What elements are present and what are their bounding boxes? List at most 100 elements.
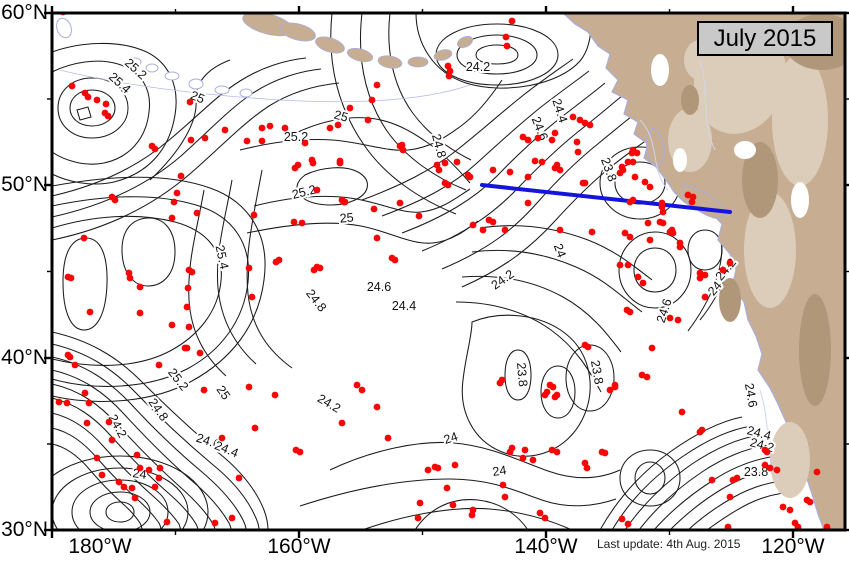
float-dot	[583, 464, 591, 472]
float-dot	[646, 236, 654, 244]
float-dot	[151, 483, 159, 491]
x-axis-label-160w: 160°W	[267, 535, 331, 558]
float-dot	[104, 112, 112, 120]
float-dot	[358, 386, 366, 394]
float-dot	[346, 104, 354, 112]
float-dot	[155, 474, 163, 482]
float-dot	[414, 514, 422, 522]
float-dot	[616, 261, 624, 269]
float-dot	[794, 523, 802, 530]
float-dot	[641, 178, 649, 186]
float-dot	[416, 499, 424, 507]
float-dot	[524, 199, 532, 207]
float-dot	[368, 96, 376, 104]
contour-label: 24	[132, 466, 148, 482]
float-dot	[629, 158, 637, 166]
float-dot	[469, 221, 477, 229]
float-dot	[281, 124, 289, 132]
float-dot	[646, 183, 654, 191]
float-dot	[688, 198, 696, 206]
float-dot	[248, 293, 256, 301]
float-dot	[626, 308, 634, 316]
float-dot	[766, 464, 774, 472]
float-dot	[326, 124, 334, 132]
float-dot	[258, 124, 266, 132]
float-dot	[338, 419, 346, 427]
float-dot	[498, 376, 506, 384]
float-dot	[67, 274, 75, 282]
float-dot	[63, 399, 71, 407]
float-dot	[373, 234, 381, 242]
float-dot	[659, 208, 667, 216]
date-title-box: July 2015	[697, 21, 833, 56]
float-dot	[451, 461, 459, 469]
float-dot	[235, 474, 243, 482]
float-dot	[553, 448, 561, 456]
float-dot	[128, 484, 136, 492]
contour-label: 24	[442, 429, 460, 447]
contour-lines	[52, 13, 801, 530]
float-dot	[469, 506, 477, 514]
float-dot	[133, 451, 141, 459]
float-dot	[443, 484, 451, 492]
float-dot	[424, 466, 432, 474]
float-dot	[521, 446, 529, 454]
date-title-text: July 2015	[713, 24, 817, 52]
float-dot	[187, 136, 195, 144]
float-dot	[624, 520, 632, 528]
float-dot	[391, 256, 399, 264]
float-dot	[624, 158, 632, 166]
float-dot	[334, 121, 342, 129]
float-dot	[364, 116, 372, 124]
float-dot	[538, 158, 546, 166]
float-dot	[503, 42, 511, 50]
aleutian-islands	[56, 13, 473, 103]
float-dot	[201, 134, 209, 142]
float-dot	[120, 483, 128, 491]
float-dot	[80, 234, 88, 242]
float-dot	[84, 93, 92, 101]
y-axis-label-30n: 30°N	[1, 518, 48, 541]
float-dot	[93, 454, 101, 462]
float-dot	[444, 181, 452, 189]
float-dot	[631, 173, 639, 181]
float-dot	[502, 33, 510, 41]
x-axis-label-120w: 120°W	[761, 535, 825, 558]
float-dot	[726, 259, 734, 267]
float-dot	[719, 266, 727, 274]
transect-line-path	[480, 183, 732, 214]
float-dot	[619, 166, 627, 174]
transect-line	[480, 183, 732, 214]
float-dot	[606, 386, 614, 394]
float-dot	[196, 349, 204, 357]
float-dot	[294, 161, 302, 169]
float-dot	[435, 166, 443, 174]
contour-label: 24.6	[367, 280, 391, 294]
float-dot	[185, 323, 193, 331]
contour-label: 24.2	[466, 60, 490, 74]
contour-label: 25	[333, 108, 350, 125]
float-dot	[173, 189, 181, 197]
float-dot	[228, 514, 236, 522]
axis-ticks	[44, 6, 849, 538]
float-dot	[701, 293, 709, 301]
float-dot	[136, 283, 144, 291]
contour-label: 25.4	[213, 244, 232, 271]
float-dot	[313, 263, 321, 271]
float-dot	[701, 271, 709, 279]
float-dot	[696, 274, 704, 282]
float-dot	[298, 219, 306, 227]
float-dot	[243, 137, 251, 145]
float-dot	[136, 464, 144, 472]
float-dot	[674, 316, 682, 324]
float-dot	[531, 157, 539, 165]
float-dot	[156, 464, 164, 472]
contour-label: 25	[214, 383, 233, 402]
float-dot	[489, 166, 497, 174]
float-dot	[506, 168, 514, 176]
float-dot	[588, 228, 596, 236]
float-dot	[415, 212, 423, 220]
float-dot	[666, 314, 674, 322]
